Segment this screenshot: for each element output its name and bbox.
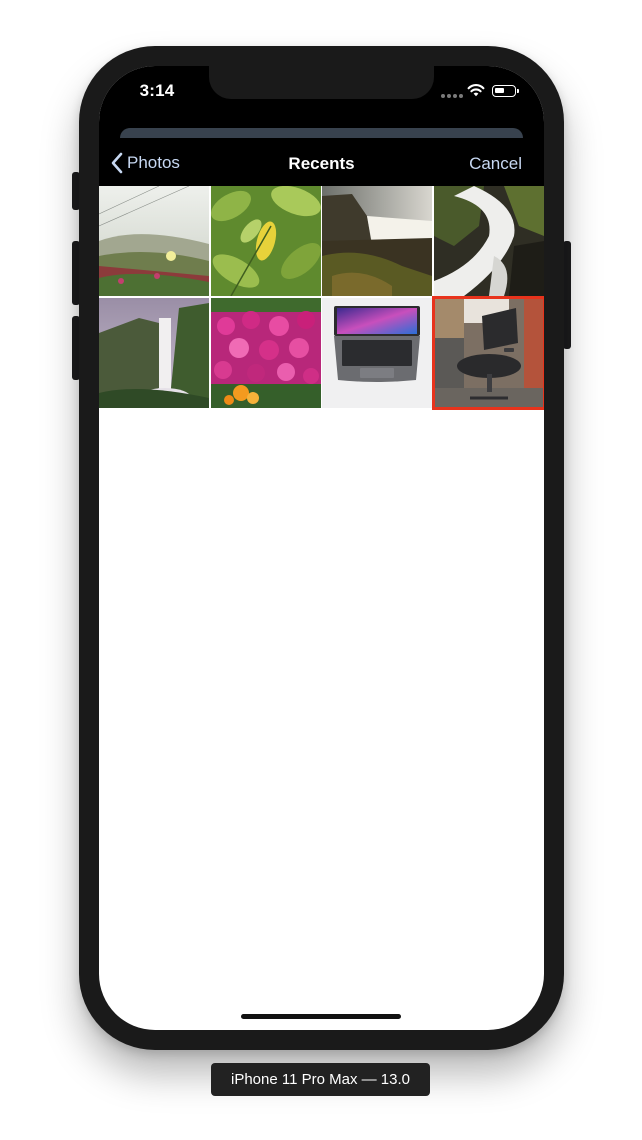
device-label: iPhone 11 Pro Max — 13.0: [211, 1063, 430, 1096]
battery-icon: [492, 85, 519, 97]
chevron-left-icon: [111, 152, 123, 174]
photo-image: [322, 298, 433, 408]
cellular-dots-icon: [441, 94, 463, 99]
photo-image: [99, 298, 209, 408]
photo-image: [322, 186, 433, 296]
back-button[interactable]: Photos: [111, 151, 180, 175]
status-bar: 3:14: [99, 66, 544, 128]
photo-image: [210, 298, 321, 408]
photo-thumbnail-selected[interactable]: [431, 296, 544, 410]
notch: [209, 66, 434, 99]
page-title: Recents: [288, 154, 355, 173]
cancel-button[interactable]: Cancel: [469, 154, 522, 173]
sheet-top-edge: [120, 128, 523, 138]
photo-thumbnail[interactable]: [99, 186, 209, 296]
photo-thumbnail[interactable]: [322, 186, 433, 296]
photo-grid: [99, 186, 544, 410]
photo-thumbnail[interactable]: [210, 298, 321, 408]
navigation-bar: Photos Recents Cancel: [99, 128, 544, 186]
photo-image: [433, 298, 544, 408]
power-button: [563, 241, 571, 349]
wifi-icon: [467, 84, 485, 97]
battery-level: [495, 88, 504, 93]
photo-thumbnail[interactable]: [322, 298, 433, 408]
photo-thumbnail[interactable]: [99, 298, 209, 408]
volume-up-button: [72, 241, 80, 305]
device-screen: 3:14: [99, 66, 544, 1030]
silent-switch: [72, 172, 80, 210]
photo-image: [99, 186, 209, 296]
home-indicator[interactable]: [241, 1014, 401, 1019]
status-time: 3:14: [139, 81, 175, 100]
photo-image: [433, 186, 544, 296]
back-button-label: Photos: [127, 153, 180, 172]
photo-thumbnail[interactable]: [210, 186, 321, 296]
photo-image: [210, 186, 321, 296]
photo-thumbnail[interactable]: [433, 186, 544, 296]
volume-down-button: [72, 316, 80, 380]
device-frame: 3:14: [79, 46, 564, 1050]
